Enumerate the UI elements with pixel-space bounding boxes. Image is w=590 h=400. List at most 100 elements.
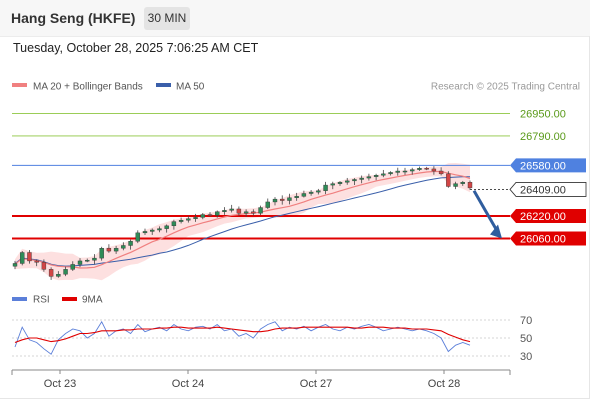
legend-9ma-swatch [62, 297, 77, 301]
candle-body-55 [410, 169, 415, 172]
candle-body-26 [200, 214, 205, 218]
time-tick-label-1: Oct 24 [172, 378, 204, 390]
candle-body-0 [12, 263, 18, 267]
candle-body-5 [48, 269, 54, 277]
candle-body-52 [388, 172, 393, 175]
candle-body-11 [92, 257, 97, 261]
candle-body-59 [438, 170, 444, 175]
candle-body-28 [215, 211, 220, 216]
level-tag-5 [510, 231, 586, 246]
time-tick-label-2: Oct 27 [300, 378, 332, 390]
candle-body-23 [178, 219, 184, 222]
ma50-line [14, 176, 471, 267]
candle-body-27 [207, 214, 213, 216]
time-tick-label-3: Oct 28 [428, 378, 460, 390]
level-tag-3 [509, 182, 587, 197]
candle-body-12 [99, 248, 104, 259]
rsi-panel: 70 50 30 [12, 315, 532, 363]
candle-body-43 [323, 184, 328, 191]
candle-body-37 [280, 198, 285, 201]
level-label-1: 26790.00 [520, 131, 566, 143]
legend-ma20-label: MA 20 + Bollinger Bands [33, 82, 143, 93]
chart-header: Hang Seng (HKFE) 30 MIN [0, 0, 590, 37]
candle-body-34 [258, 207, 263, 214]
time-axis: Oct 23 Oct 24 Oct 27 Oct 28 [11, 369, 511, 390]
legend-ma20-swatch [12, 83, 27, 87]
instrument-title: Hang Seng (HKFE) [11, 10, 136, 26]
candle-body-6 [56, 274, 61, 277]
rsi-tick-label-0: 70 [520, 315, 532, 327]
forecast-arrow [472, 189, 502, 239]
candle-body-54 [402, 170, 408, 173]
candle-body-63 [467, 182, 473, 189]
candle-body-41 [308, 191, 314, 194]
level-label-3: 26409.00 [520, 184, 566, 196]
candle-body-29 [222, 210, 227, 212]
rsi-tick-label-2: 30 [520, 351, 532, 363]
level-label-0: 26950.00 [520, 108, 566, 120]
candle-body-19 [150, 229, 155, 232]
rsi-series-1 [14, 326, 471, 344]
ma20-line [14, 170, 471, 269]
legend-9ma-label: 9MA [82, 295, 103, 306]
time-tick-label-0: Oct 23 [44, 378, 76, 390]
candle-body-13 [106, 248, 112, 252]
candle-body-60 [446, 173, 451, 187]
candle-body-17 [135, 232, 140, 242]
candle-body-30 [229, 208, 234, 211]
candle-body-51 [381, 173, 386, 176]
candle-body-7 [63, 269, 68, 275]
level-label-4: 26220.00 [520, 211, 566, 223]
level-labels: 26950.00 26790.00 26580.00 26409.00 26220.00… [509, 108, 587, 246]
candle-body-50 [373, 175, 379, 177]
candle-body-25 [193, 217, 198, 219]
candle-body-48 [359, 177, 364, 180]
candle-body-44 [330, 183, 335, 186]
candle-body-42 [316, 190, 321, 193]
level-tag-2 [510, 158, 586, 173]
candle-body-56 [417, 168, 422, 170]
candle-body-22 [171, 221, 177, 227]
legend-ma50-label: MA 50 [176, 82, 205, 93]
candle-body-40 [301, 193, 307, 197]
candle-body-47 [352, 179, 357, 182]
candle-body-8 [70, 264, 75, 270]
candle-body-10 [85, 260, 90, 262]
rsi-tick-label-1: 50 [520, 333, 532, 345]
moving-averages [14, 170, 471, 269]
candle-body-16 [128, 241, 133, 246]
bollinger-band [15, 163, 470, 281]
candle-body-49 [366, 176, 372, 179]
timeframe-badge[interactable]: 30 MIN [144, 7, 190, 30]
candle-body-20 [157, 228, 162, 231]
candle-body-4 [41, 262, 47, 270]
candle-body-3 [34, 260, 39, 263]
candle-body-57 [424, 168, 429, 170]
candle-body-38 [287, 197, 292, 201]
forecast-arrow-shaft [472, 189, 500, 234]
candle-body-21 [164, 225, 169, 229]
candle-body-2 [27, 252, 32, 262]
candle-body-35 [265, 201, 270, 208]
candle-body-15 [121, 245, 126, 249]
candlesticks [12, 166, 473, 280]
legend-ma50-swatch [156, 83, 171, 87]
candle-body-46 [345, 180, 350, 183]
candle-body-58 [431, 168, 437, 172]
price-levels [12, 113, 510, 240]
level-label-2: 26580.00 [520, 160, 566, 172]
candle-body-53 [395, 170, 400, 173]
legend-rsi-label: RSI [33, 295, 50, 306]
candle-body-31 [236, 208, 242, 214]
legend-rsi-swatch [12, 297, 27, 301]
candle-body-9 [77, 260, 83, 265]
candle-body-1 [20, 252, 25, 264]
candle-body-36 [272, 198, 278, 203]
forecast-arrow-head [490, 224, 502, 239]
research-credit: Research © 2025 Trading Central [431, 82, 580, 93]
candle-body-33 [251, 211, 256, 214]
candle-body-45 [337, 182, 343, 184]
candle-body-32 [243, 211, 249, 214]
candle-body-61 [453, 183, 458, 187]
